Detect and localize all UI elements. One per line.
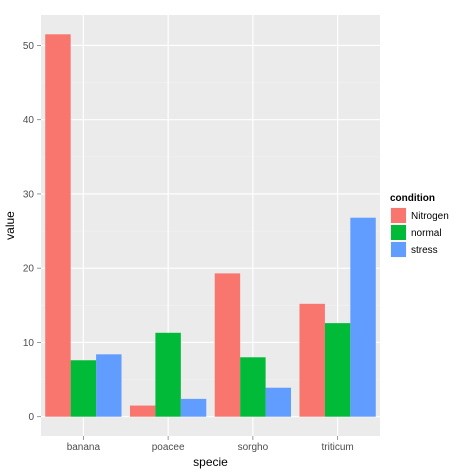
y-tick-label: 50 <box>23 41 35 52</box>
legend-label-normal: normal <box>411 228 442 239</box>
x-tick-label: sorgho <box>238 442 269 453</box>
x-axis-title: specie <box>193 455 228 469</box>
x-tick-label: poacee <box>152 442 185 453</box>
legend-swatch-stress <box>391 242 406 257</box>
y-axis: 0 10 20 30 40 50 <box>23 41 41 423</box>
y-axis-title: value <box>3 211 17 240</box>
bar-nitrogen-poacee <box>129 405 156 417</box>
bar-stress-banana <box>96 354 122 417</box>
bar-normal-triticum <box>324 323 351 417</box>
x-tick-label: banana <box>67 442 101 453</box>
bar-normal-sorgho <box>240 357 266 417</box>
bar-normal-banana <box>70 360 97 417</box>
y-tick-label: 0 <box>28 412 34 423</box>
x-tick-label: triticum <box>322 442 354 453</box>
legend-swatch-nitrogen <box>391 208 406 223</box>
legend-label-nitrogen: Nitrogen <box>411 211 449 222</box>
bar-normal-poacee <box>155 332 181 417</box>
y-tick-label: 20 <box>23 264 35 275</box>
legend-swatch-normal <box>391 225 406 240</box>
bars <box>45 34 376 417</box>
bar-nitrogen-sorgho <box>214 273 241 417</box>
bar-nitrogen-triticum <box>299 303 325 417</box>
bar-nitrogen-banana <box>45 34 71 417</box>
y-tick-label: 10 <box>23 338 35 349</box>
bar-stress-triticum <box>350 217 376 417</box>
y-tick-label: 40 <box>23 115 35 126</box>
bar-stress-poacee <box>180 398 207 417</box>
legend: condition Nitrogen normal stress <box>389 193 449 259</box>
legend-label-stress: stress <box>411 245 438 256</box>
legend-title: condition <box>390 193 435 204</box>
y-tick-label: 30 <box>23 189 35 200</box>
grid <box>41 15 380 436</box>
x-axis: banana poacee sorgho triticum <box>67 436 354 453</box>
bar-stress-sorgho <box>265 387 292 417</box>
